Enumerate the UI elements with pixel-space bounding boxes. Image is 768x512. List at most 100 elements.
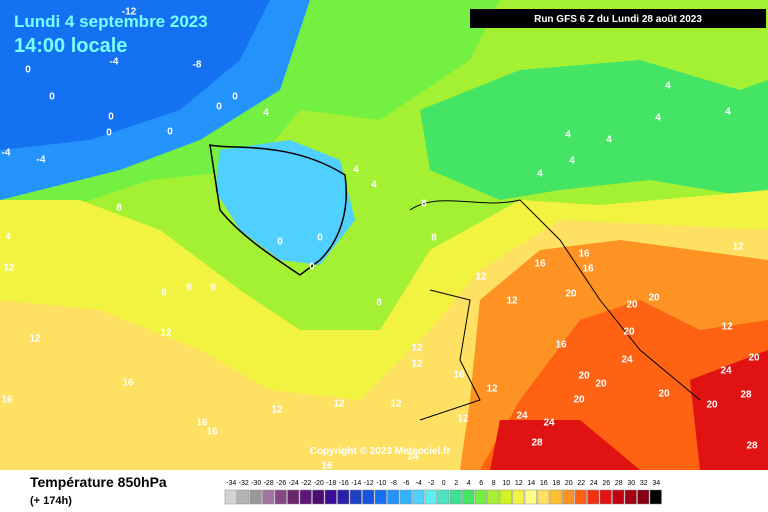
- contour-label: 4: [606, 135, 612, 146]
- legend-label: 10: [502, 480, 510, 487]
- legend-swatch: [274, 489, 287, 505]
- contour-label: 12: [29, 334, 41, 345]
- legend-label: -6: [403, 480, 409, 487]
- legend-swatch: [612, 489, 625, 505]
- copyright: Copyright © 2023 Meteociel.fr: [310, 446, 451, 457]
- contour-label: 12: [506, 296, 518, 307]
- legend-label: 0: [442, 480, 446, 487]
- contour-label: 16: [122, 378, 134, 389]
- contour-label: 16: [1, 395, 13, 406]
- contour-label: 16: [582, 264, 594, 275]
- contour-label: -8: [193, 60, 202, 71]
- legend-label: -22: [301, 480, 311, 487]
- legend-label: -12: [364, 480, 374, 487]
- legend-swatch: [324, 489, 337, 505]
- legend-label: 24: [590, 480, 598, 487]
- contour-label: 12: [721, 322, 733, 333]
- legend-swatch: [574, 489, 587, 505]
- contour-label: 16: [453, 370, 465, 381]
- contour-label: 4: [565, 130, 571, 141]
- contour-label: 12: [457, 414, 469, 425]
- legend-label: -26: [276, 480, 286, 487]
- contour-label: -4: [110, 57, 119, 68]
- contour-label: 0: [25, 65, 31, 76]
- legend-label: -2: [428, 480, 434, 487]
- legend-swatch: [437, 489, 450, 505]
- legend-label: -32: [239, 480, 249, 487]
- legend-label: 14: [527, 480, 535, 487]
- legend-swatch: [337, 489, 350, 505]
- forecast-time: 14:00 locale: [14, 35, 127, 57]
- legend-label: 2: [454, 480, 458, 487]
- contour-label: 8: [116, 203, 122, 214]
- contour-label: 28: [746, 441, 758, 452]
- contour-label: 4: [537, 169, 543, 180]
- contour-label: 28: [740, 390, 752, 401]
- contour-label: 20: [573, 395, 585, 406]
- contour-label: 4: [5, 232, 11, 243]
- legend-swatch: [587, 489, 600, 505]
- legend-label: -28: [264, 480, 274, 487]
- legend-label: -8: [391, 480, 397, 487]
- contour-label: 12: [333, 399, 345, 410]
- contour-label: 20: [748, 353, 760, 364]
- contour-label: 8: [161, 288, 167, 299]
- legend-swatch: [474, 489, 487, 505]
- coastline: [409, 199, 701, 421]
- coastline: [209, 144, 347, 276]
- legend-swatch: [399, 489, 412, 505]
- contour-label: 20: [658, 389, 670, 400]
- legend-swatch: [249, 489, 262, 505]
- legend-swatch: [549, 489, 562, 505]
- contour-label: -12: [122, 7, 137, 18]
- legend-label: 30: [627, 480, 635, 487]
- legend-swatch: [287, 489, 300, 505]
- contour-label: 0: [232, 92, 238, 103]
- contour-label: 0: [106, 128, 112, 139]
- legend-label: 34: [652, 480, 660, 487]
- legend-swatch: [537, 489, 550, 505]
- legend-label: -16: [339, 480, 349, 487]
- legend-swatch: [449, 489, 462, 505]
- legend-swatch: [237, 489, 250, 505]
- legend-label: 6: [479, 480, 483, 487]
- contour-label: 4: [353, 165, 359, 176]
- legend-swatch: [374, 489, 387, 505]
- contour-label: 0: [317, 233, 323, 244]
- contour-label: 8: [376, 298, 382, 309]
- legend-label: -18: [326, 480, 336, 487]
- legend-label: 12: [515, 480, 523, 487]
- legend-label: -14: [351, 480, 361, 487]
- contour-label: 16: [196, 418, 208, 429]
- forecast-date: Lundi 4 septembre 2023: [14, 12, 208, 31]
- contour-label: 8: [186, 283, 192, 294]
- contour-label: 0: [167, 127, 173, 138]
- contour-label: 12: [411, 343, 423, 354]
- contour-label: 12: [3, 263, 15, 274]
- contour-label: 16: [321, 461, 333, 472]
- legend-label: -34: [226, 480, 236, 487]
- legend-swatch: [649, 489, 662, 505]
- contour-label: 16: [578, 249, 590, 260]
- region-scandinavia: [420, 60, 768, 200]
- legend-label: 20: [565, 480, 573, 487]
- contour-label: 8: [210, 283, 216, 294]
- contour-label: 12: [475, 272, 487, 283]
- contour-label: 20: [578, 371, 590, 382]
- legend-label: 16: [540, 480, 548, 487]
- legend-swatch: [499, 489, 512, 505]
- contour-label: 12: [160, 328, 172, 339]
- legend-label: -20: [314, 480, 324, 487]
- contour-label: 24: [543, 418, 555, 429]
- region-atlantic-cold: [215, 140, 355, 265]
- contour-label: 12: [271, 405, 283, 416]
- contour-label: 20: [595, 379, 607, 390]
- contour-label: 16: [534, 259, 546, 270]
- legend-label: -4: [416, 480, 422, 487]
- contour-label: 0: [108, 112, 114, 123]
- contour-label: 12: [390, 399, 402, 410]
- contour-label: 28: [531, 438, 543, 449]
- legend-label: 4: [467, 480, 471, 487]
- contour-label: 12: [732, 242, 744, 253]
- legend-label: 22: [577, 480, 585, 487]
